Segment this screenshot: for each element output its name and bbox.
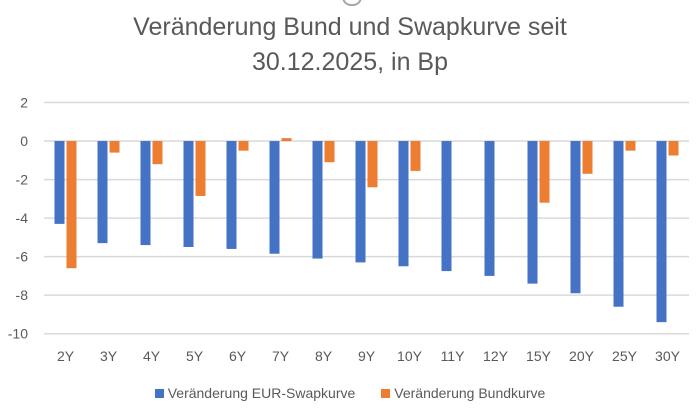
x-axis-ticks: 2Y 3Y 4Y 5Y 6Y 7Y 8Y 9Y 10Y 11Y 12Y 15Y 20Y 25Y 30Y <box>57 348 681 364</box>
bar-swap-6Y <box>226 141 237 249</box>
legend: Veränderung EUR-Swapkurve Veränderung Bu… <box>0 385 700 401</box>
gridlines <box>44 101 689 335</box>
x-tick-label: 30Y <box>655 348 681 364</box>
bar-swap-30Y <box>656 141 667 323</box>
y-tick-label: -4 <box>16 210 29 226</box>
bar-swap-5Y <box>183 141 194 247</box>
x-tick-label: 7Y <box>272 348 290 364</box>
legend-label-swap: Veränderung EUR-Swapkurve <box>167 385 356 401</box>
y-tick-label: 2 <box>20 95 28 111</box>
y-tick-label: 0 <box>20 133 28 149</box>
x-tick-label: 11Y <box>441 348 466 364</box>
bar-bund-8Y <box>324 141 335 163</box>
x-tick-label: 2Y <box>57 348 75 364</box>
bar-swap-25Y <box>613 141 624 307</box>
bar-bund-3Y <box>109 141 120 153</box>
x-tick-label: 5Y <box>186 348 204 364</box>
y-axis-ticks: 2 0 -2 -4 -6 -8 -10 <box>8 95 28 342</box>
bar-swap-2Y <box>54 141 65 224</box>
x-tick-label: 25Y <box>612 348 638 364</box>
chart-title-line-2: 30.12.2025, in Bp <box>252 48 448 76</box>
bar-swap-3Y <box>97 141 108 244</box>
legend-swatch-bund <box>381 388 391 398</box>
legend-item-swap[interactable]: Veränderung EUR-Swapkurve <box>154 385 356 401</box>
y-tick-label: -8 <box>16 287 29 303</box>
bar-bund-15Y <box>539 141 550 203</box>
legend-swatch-swap <box>154 388 164 398</box>
bar-swap-15Y <box>527 141 538 284</box>
y-tick-label: -10 <box>8 326 28 342</box>
bar-swap-11Y <box>441 141 452 272</box>
bar-bund-30Y <box>668 141 679 156</box>
x-tick-label: 6Y <box>229 348 247 364</box>
y-tick-label: -2 <box>16 172 29 188</box>
bar-bund-5Y <box>195 141 206 196</box>
bar-swap-4Y <box>140 141 151 246</box>
bar-bund-10Y <box>410 141 421 171</box>
x-tick-label: 20Y <box>569 348 595 364</box>
bar-bund-6Y <box>238 141 249 151</box>
x-tick-label: 8Y <box>315 348 333 364</box>
bar-swap-8Y <box>312 141 323 259</box>
legend-label-bund: Veränderung Bundkurve <box>394 385 546 401</box>
x-tick-label: 10Y <box>397 348 423 364</box>
bar-bund-4Y <box>152 141 163 165</box>
y-tick-label: -6 <box>16 249 29 265</box>
x-tick-label: 12Y <box>483 348 509 364</box>
bar-swap-10Y <box>398 141 409 267</box>
bar-swap-7Y <box>269 141 280 254</box>
x-tick-label: 4Y <box>143 348 161 364</box>
x-tick-label: 3Y <box>100 348 118 364</box>
bar-swap-9Y <box>355 141 366 263</box>
x-tick-label: 15Y <box>526 348 552 364</box>
bar-bund-9Y <box>367 141 378 188</box>
bar-bund-2Y <box>66 141 77 269</box>
bars <box>54 138 679 323</box>
bar-swap-20Y <box>570 141 581 294</box>
bar-bund-20Y <box>582 141 593 174</box>
chart-title-line-1: Veränderung Bund und Swapkurve seit <box>133 13 567 41</box>
bar-bund-7Y <box>281 138 292 142</box>
bar-swap-12Y <box>484 141 495 276</box>
bar-bund-25Y <box>625 141 636 151</box>
legend-item-bund[interactable]: Veränderung Bundkurve <box>381 385 545 401</box>
x-tick-label: 9Y <box>358 348 376 364</box>
